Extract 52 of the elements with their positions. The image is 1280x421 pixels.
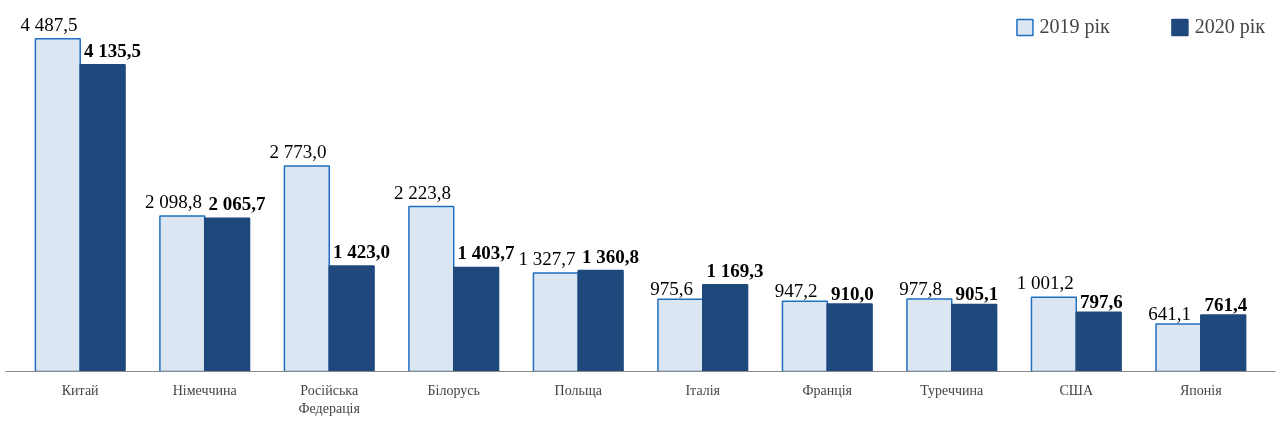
x-tick-label: Німеччина xyxy=(172,382,238,398)
bar xyxy=(159,215,206,372)
data-label: 761,4 xyxy=(1204,294,1248,316)
data-label: 905,1 xyxy=(955,283,999,305)
x-tick-label: Польща xyxy=(554,382,603,398)
legend-label: 2019 рік xyxy=(1039,15,1110,38)
data-label: 1 403,7 xyxy=(457,242,515,264)
x-tick-label: Франція xyxy=(802,382,853,398)
data-label: 1 360,8 xyxy=(581,245,639,267)
bar xyxy=(906,298,953,372)
data-label: 910,0 xyxy=(831,283,874,305)
bar xyxy=(328,265,375,372)
data-label: 975,6 xyxy=(650,278,693,300)
x-tick-label: Білорусь xyxy=(427,382,480,398)
data-label: 1 001,2 xyxy=(1016,272,1074,294)
bar xyxy=(452,266,500,372)
bar xyxy=(1200,314,1247,372)
data-label: 947,2 xyxy=(774,280,818,302)
x-tick-label: США xyxy=(1059,382,1094,398)
data-label: 2 065,7 xyxy=(208,193,266,215)
bar xyxy=(532,272,579,372)
bar xyxy=(951,303,998,372)
data-label: 4 487,5 xyxy=(20,13,78,35)
data-label: 4 135,5 xyxy=(83,39,141,61)
bar xyxy=(79,64,126,372)
x-tick-label: Італія xyxy=(685,382,721,398)
data-label: 2 223,8 xyxy=(394,181,452,203)
bar xyxy=(203,217,251,372)
x-tick-label: Японія xyxy=(1179,382,1223,398)
bar xyxy=(781,300,829,372)
bar xyxy=(34,38,81,372)
x-tick-label: Китай xyxy=(61,382,100,398)
data-label: 641,1 xyxy=(1148,302,1192,324)
x-tick-label: Російська Федерація xyxy=(298,382,361,416)
legend-label: 2020 рік xyxy=(1194,15,1265,38)
data-label: 1 423,0 xyxy=(332,240,390,262)
data-label: 977,8 xyxy=(899,278,943,299)
bar xyxy=(657,298,704,372)
bar xyxy=(283,165,330,372)
x-tick-label: Туреччина xyxy=(920,382,985,398)
bar xyxy=(408,205,455,372)
data-label: 1 327,7 xyxy=(518,248,576,270)
bar xyxy=(1155,323,1202,372)
data-label: 797,6 xyxy=(1080,291,1123,313)
bar xyxy=(1030,296,1078,372)
bar xyxy=(702,284,749,372)
data-label: 2 773,0 xyxy=(269,140,327,162)
bar xyxy=(826,303,873,372)
bar xyxy=(577,269,624,372)
bar xyxy=(1075,311,1122,372)
data-label: 1 169,3 xyxy=(706,259,764,281)
data-label: 2 098,8 xyxy=(145,190,203,212)
